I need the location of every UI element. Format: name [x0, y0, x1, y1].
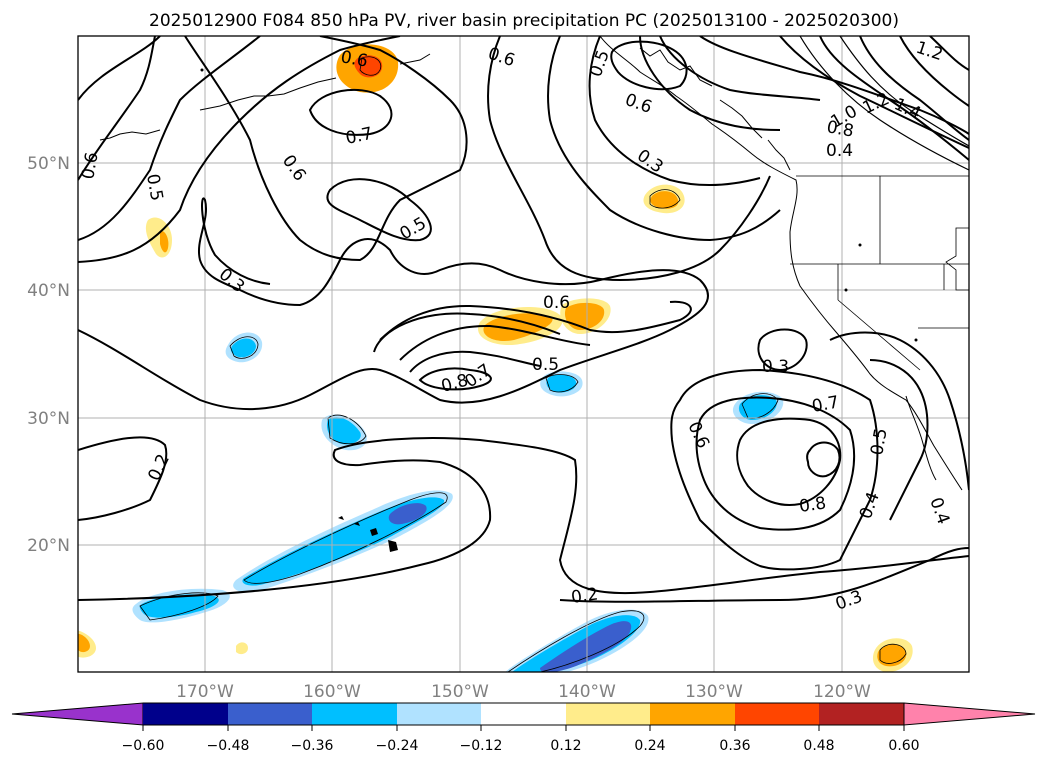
colorbar: −0.60 −0.48 −0.36 −0.24 −0.12 0.12 0.24 … — [11, 702, 1036, 754]
colorbar-tick-label: 0.60 — [888, 738, 919, 754]
contour-label: 0.7 — [810, 393, 840, 417]
lat-label: 20°N — [27, 536, 70, 556]
lat-label: 50°N — [27, 154, 70, 174]
colorbar-segment — [735, 703, 819, 725]
orange-blob-west-edge — [78, 633, 90, 653]
colorbar-segment — [650, 703, 735, 725]
colorbar-tick-label: −0.36 — [291, 738, 334, 754]
colorbar-tick-label: −0.24 — [376, 738, 419, 754]
contour-label: 0.3 — [762, 357, 789, 377]
lon-label: 130°W — [685, 682, 743, 702]
gridlines — [78, 36, 969, 672]
contour-label: 0.6 — [78, 151, 102, 181]
lon-label: 170°W — [176, 682, 234, 702]
orange-blob-center2 — [564, 302, 605, 330]
contour-label: 0.4 — [826, 141, 853, 161]
contour-label: 0.6 — [543, 293, 570, 313]
lon-label: 160°W — [303, 682, 361, 702]
colorbar-extend-max — [903, 702, 1036, 726]
lat-label: 30°N — [27, 409, 70, 429]
colorbar-segment — [481, 703, 566, 725]
colorbar-tick-label: −0.12 — [460, 738, 503, 754]
contour-label: 0.5 — [532, 355, 559, 375]
lat-label: 40°N — [27, 281, 70, 301]
colorbar-segment — [312, 703, 397, 725]
chart-title: 2025012900 F084 850 hPa PV, river basin … — [149, 11, 899, 31]
islands — [200, 68, 918, 552]
map-frame — [77, 35, 970, 673]
contour-label: 0.5 — [142, 172, 166, 202]
contour-label: 0.5 — [867, 427, 891, 457]
blue-blob-hi-north — [326, 417, 361, 445]
contour-label: 0.8 — [825, 117, 855, 141]
colorbar-tick-label: −0.48 — [207, 738, 250, 754]
lon-axis: 170°W 160°W 150°W 140°W 130°W 120°W — [176, 682, 871, 702]
blue-blob-nw — [230, 338, 256, 358]
pv-contours — [78, 36, 969, 603]
lon-label: 150°W — [431, 682, 489, 702]
colorbar-segment — [228, 703, 312, 725]
contour-label: 0.6 — [339, 47, 369, 71]
orange-blob-west — [160, 231, 169, 253]
lat-axis: 50°N 40°N 30°N 20°N — [27, 154, 70, 556]
colorbar-tick-label: 0.36 — [719, 738, 750, 754]
contour-label: 0.2 — [570, 584, 600, 608]
coastlines — [99, 36, 963, 491]
blue-blob-mid — [546, 374, 577, 393]
contour-label: 0.8 — [798, 493, 828, 517]
colorbar-tick-label: 0.48 — [803, 738, 834, 754]
colorbar-segment — [397, 703, 481, 725]
colorbar-tick-label: 0.24 — [634, 738, 665, 754]
colorbar-tick-label: 0.12 — [550, 738, 581, 754]
lon-label: 140°W — [558, 682, 616, 702]
blue-blob-sw — [139, 594, 219, 618]
darkblue-core-hawaii — [388, 503, 427, 525]
state-borders — [790, 175, 969, 371]
darkblue-core-south — [540, 621, 632, 672]
colorbar-segment — [143, 703, 228, 725]
yellow-dot — [236, 642, 248, 655]
colorbar-extend-min — [11, 702, 144, 726]
lon-label: 120°W — [813, 682, 871, 702]
colorbar-segment — [819, 703, 904, 725]
colorbar-segment — [566, 703, 650, 725]
orange-blob-center — [483, 313, 553, 342]
colorbar-tick-label: −0.60 — [122, 738, 165, 754]
pv-contours-thin — [799, 36, 969, 171]
orange-blob-bc — [650, 191, 679, 209]
